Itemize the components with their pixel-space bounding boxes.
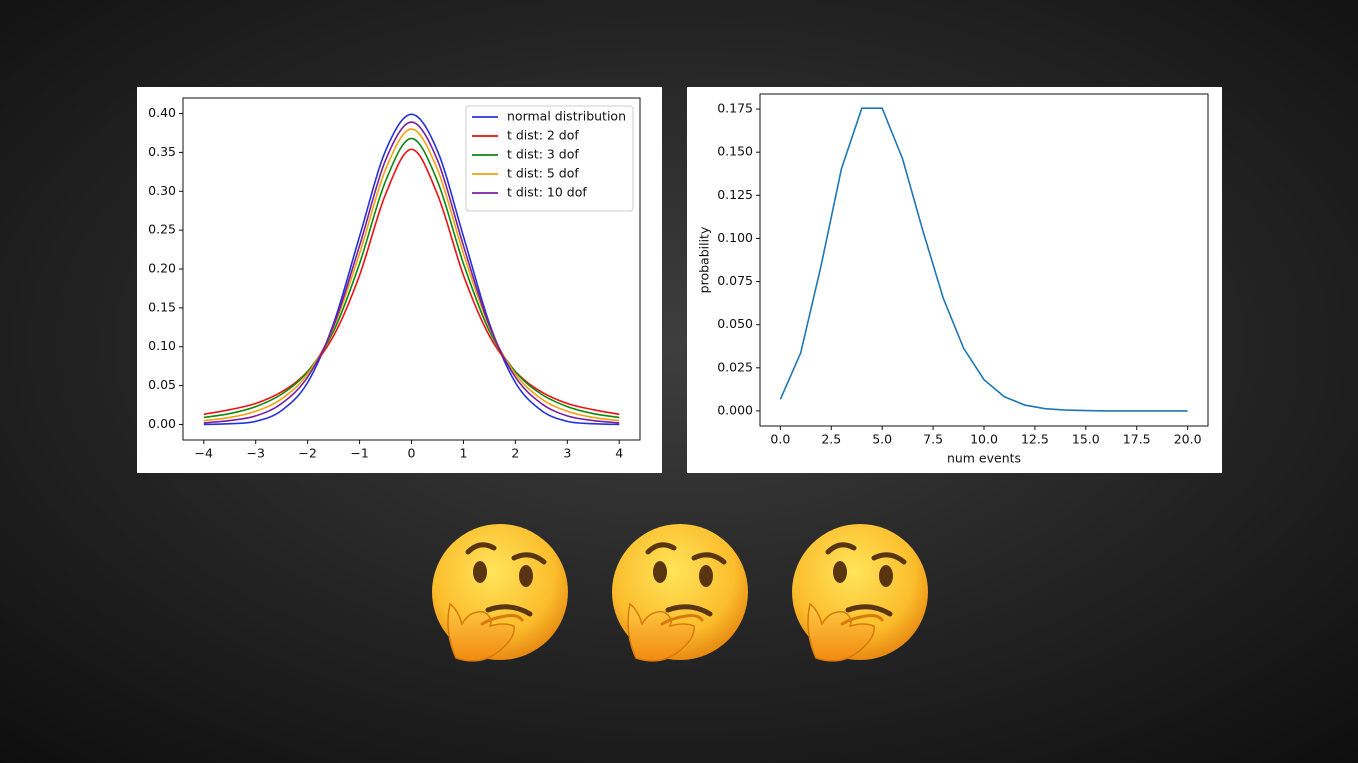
y-tick-label: 0.100 (717, 230, 753, 245)
y-tick-label: 0.15 (148, 299, 176, 314)
y-tick-label: 0.00 (148, 416, 176, 431)
y-tick-label: 0.125 (717, 187, 753, 202)
plot-frame (182, 97, 641, 441)
line (203, 121, 620, 424)
y-tick-label: 0.075 (717, 273, 753, 288)
y-tick-label: 0.35 (148, 144, 176, 159)
legend-label: normal distribution (507, 109, 626, 124)
y-tick-label: 0.025 (717, 359, 753, 374)
y-tick-label: 0.000 (717, 402, 753, 417)
legend-label: t dist: 10 dof (507, 185, 587, 200)
thinking-emoji (792, 524, 928, 661)
y-tick-label: 0.10 (148, 338, 176, 353)
x-tick-label: 10.0 (970, 432, 998, 447)
line (203, 148, 620, 416)
y-tick-label: 0.20 (148, 261, 176, 276)
x-tick-label: 15.0 (1072, 432, 1100, 447)
x-axis-label: num events (947, 451, 1021, 466)
plot-frame (759, 93, 1209, 427)
y-tick-label: 0.30 (148, 183, 176, 198)
legend-label: t dist: 5 dof (507, 166, 579, 181)
x-tick-label: 4 (615, 446, 623, 461)
x-tick-label: 2.5 (821, 432, 841, 447)
y-tick-label: 0.175 (717, 101, 753, 116)
y-tick-label: 0.05 (148, 377, 176, 392)
y-tick-label: 0.40 (148, 105, 176, 120)
x-tick-label: 0 (408, 446, 416, 461)
legend-box (465, 105, 634, 212)
x-tick-label: 20.0 (1174, 432, 1202, 447)
x-tick-label: 2 (511, 446, 519, 461)
line (203, 137, 620, 419)
x-tick-label: 7.5 (923, 432, 943, 447)
x-tick-label: −1 (350, 446, 368, 461)
x-tick-label: 12.5 (1021, 432, 1049, 447)
y-tick-label: 0.150 (717, 144, 753, 159)
x-tick-label: −2 (298, 446, 316, 461)
line (203, 113, 620, 426)
thinking-emoji (612, 524, 748, 661)
x-tick-label: 1 (459, 446, 467, 461)
legend-label: t dist: 3 dof (507, 147, 579, 162)
chart-panel (687, 87, 1222, 473)
line (779, 107, 1188, 412)
x-tick-label: 0.0 (770, 432, 790, 447)
x-tick-label: 5.0 (872, 432, 892, 447)
x-tick-label: 3 (563, 446, 571, 461)
y-tick-label: 0.25 (148, 222, 176, 237)
thinking-emoji (432, 524, 568, 661)
y-axis-label: probability (697, 226, 712, 293)
x-tick-label: 17.5 (1123, 432, 1151, 447)
y-tick-label: 0.050 (717, 316, 753, 331)
legend-label: t dist: 2 dof (507, 128, 579, 143)
line (203, 128, 620, 422)
x-tick-label: −4 (195, 446, 213, 461)
x-tick-label: −3 (246, 446, 264, 461)
